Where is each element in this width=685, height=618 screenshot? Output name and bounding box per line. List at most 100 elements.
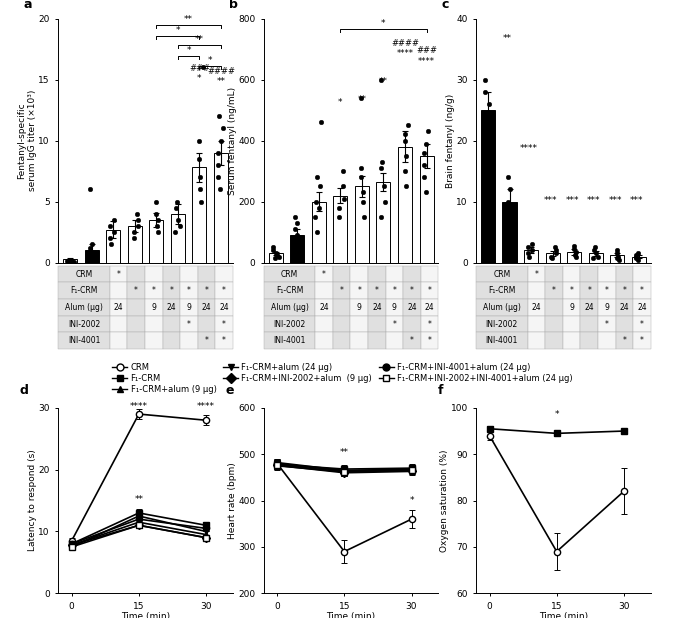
Point [312,172,323,182]
Point [338,193,349,203]
Point [630,252,641,261]
Text: b: b [229,0,238,11]
Point [310,212,321,222]
Text: *: * [427,336,432,345]
Point [173,215,184,225]
Text: INI-2002: INI-2002 [68,320,100,329]
Point [378,182,389,192]
Text: *: * [186,46,191,56]
Text: INI-2002: INI-2002 [273,320,306,329]
Point [215,184,226,194]
Point [105,221,116,231]
Text: *: * [552,286,556,295]
Point [290,212,301,222]
Point [502,172,513,182]
Point [338,166,349,176]
Point [613,255,624,265]
Bar [567,252,581,263]
Text: *: * [222,336,226,345]
Text: ***: *** [587,196,600,205]
Text: *: * [534,269,538,279]
Point [195,172,206,182]
Point [90,250,101,260]
Point [86,248,97,258]
Point [269,253,280,263]
Bar [63,259,77,263]
Text: **: ** [216,77,225,86]
Point [271,248,282,258]
Point [399,166,410,176]
Point [195,197,206,206]
Point [171,203,182,213]
Text: *: * [322,269,326,279]
Point [267,242,278,252]
Bar [290,235,304,263]
Point [375,75,386,85]
Text: 9: 9 [604,303,609,312]
Bar [171,214,185,263]
Bar [546,253,560,263]
Point [150,209,161,219]
Text: *: * [393,320,397,329]
Point [550,245,561,255]
Point [288,242,299,252]
Text: F₁-CRM: F₁-CRM [276,286,303,295]
Point [527,239,538,249]
Point [213,111,224,121]
Text: 24: 24 [619,303,630,312]
Point [484,124,495,133]
Point [153,227,164,237]
Point [290,224,301,234]
Point [358,187,369,197]
Y-axis label: Brain fentanyl (ng/g): Brain fentanyl (ng/g) [446,93,455,188]
Point [292,231,303,240]
Point [418,172,429,182]
Bar [503,201,516,263]
Point [482,148,493,158]
Bar [334,195,347,263]
Point [612,253,623,263]
Text: **: ** [184,15,193,23]
Point [401,151,412,161]
Point [84,184,95,194]
Point [357,197,368,206]
Text: 24: 24 [407,303,417,312]
Text: *: * [640,286,644,295]
Text: ****: **** [418,57,435,66]
Point [419,148,429,158]
Text: 24: 24 [166,303,176,312]
Point [314,203,325,213]
Point [633,255,644,265]
X-axis label: Time (min): Time (min) [327,612,375,618]
Text: *: * [554,410,559,420]
Text: *: * [605,320,609,329]
Text: 24: 24 [372,303,382,312]
Point [170,227,181,237]
Bar [610,255,624,263]
Text: *: * [427,286,432,295]
Text: a: a [23,0,32,11]
Point [151,197,162,206]
Text: CRM: CRM [281,269,298,279]
Point [423,127,434,137]
Text: 24: 24 [201,303,212,312]
Text: *: * [409,496,414,506]
Point [86,239,97,249]
Point [212,160,223,170]
Text: *: * [340,286,344,295]
Text: *: * [205,286,208,295]
Point [546,253,557,263]
Bar [481,110,495,263]
Text: *: * [410,286,414,295]
Point [401,182,412,192]
Text: *: * [134,286,138,295]
Text: *: * [570,286,573,295]
Text: *: * [169,286,173,295]
Point [571,252,582,261]
Point [568,244,579,254]
Point [589,242,600,252]
Text: CRM: CRM [75,269,92,279]
Point [523,242,534,252]
Text: ***: *** [608,196,622,205]
Text: *: * [605,286,609,295]
